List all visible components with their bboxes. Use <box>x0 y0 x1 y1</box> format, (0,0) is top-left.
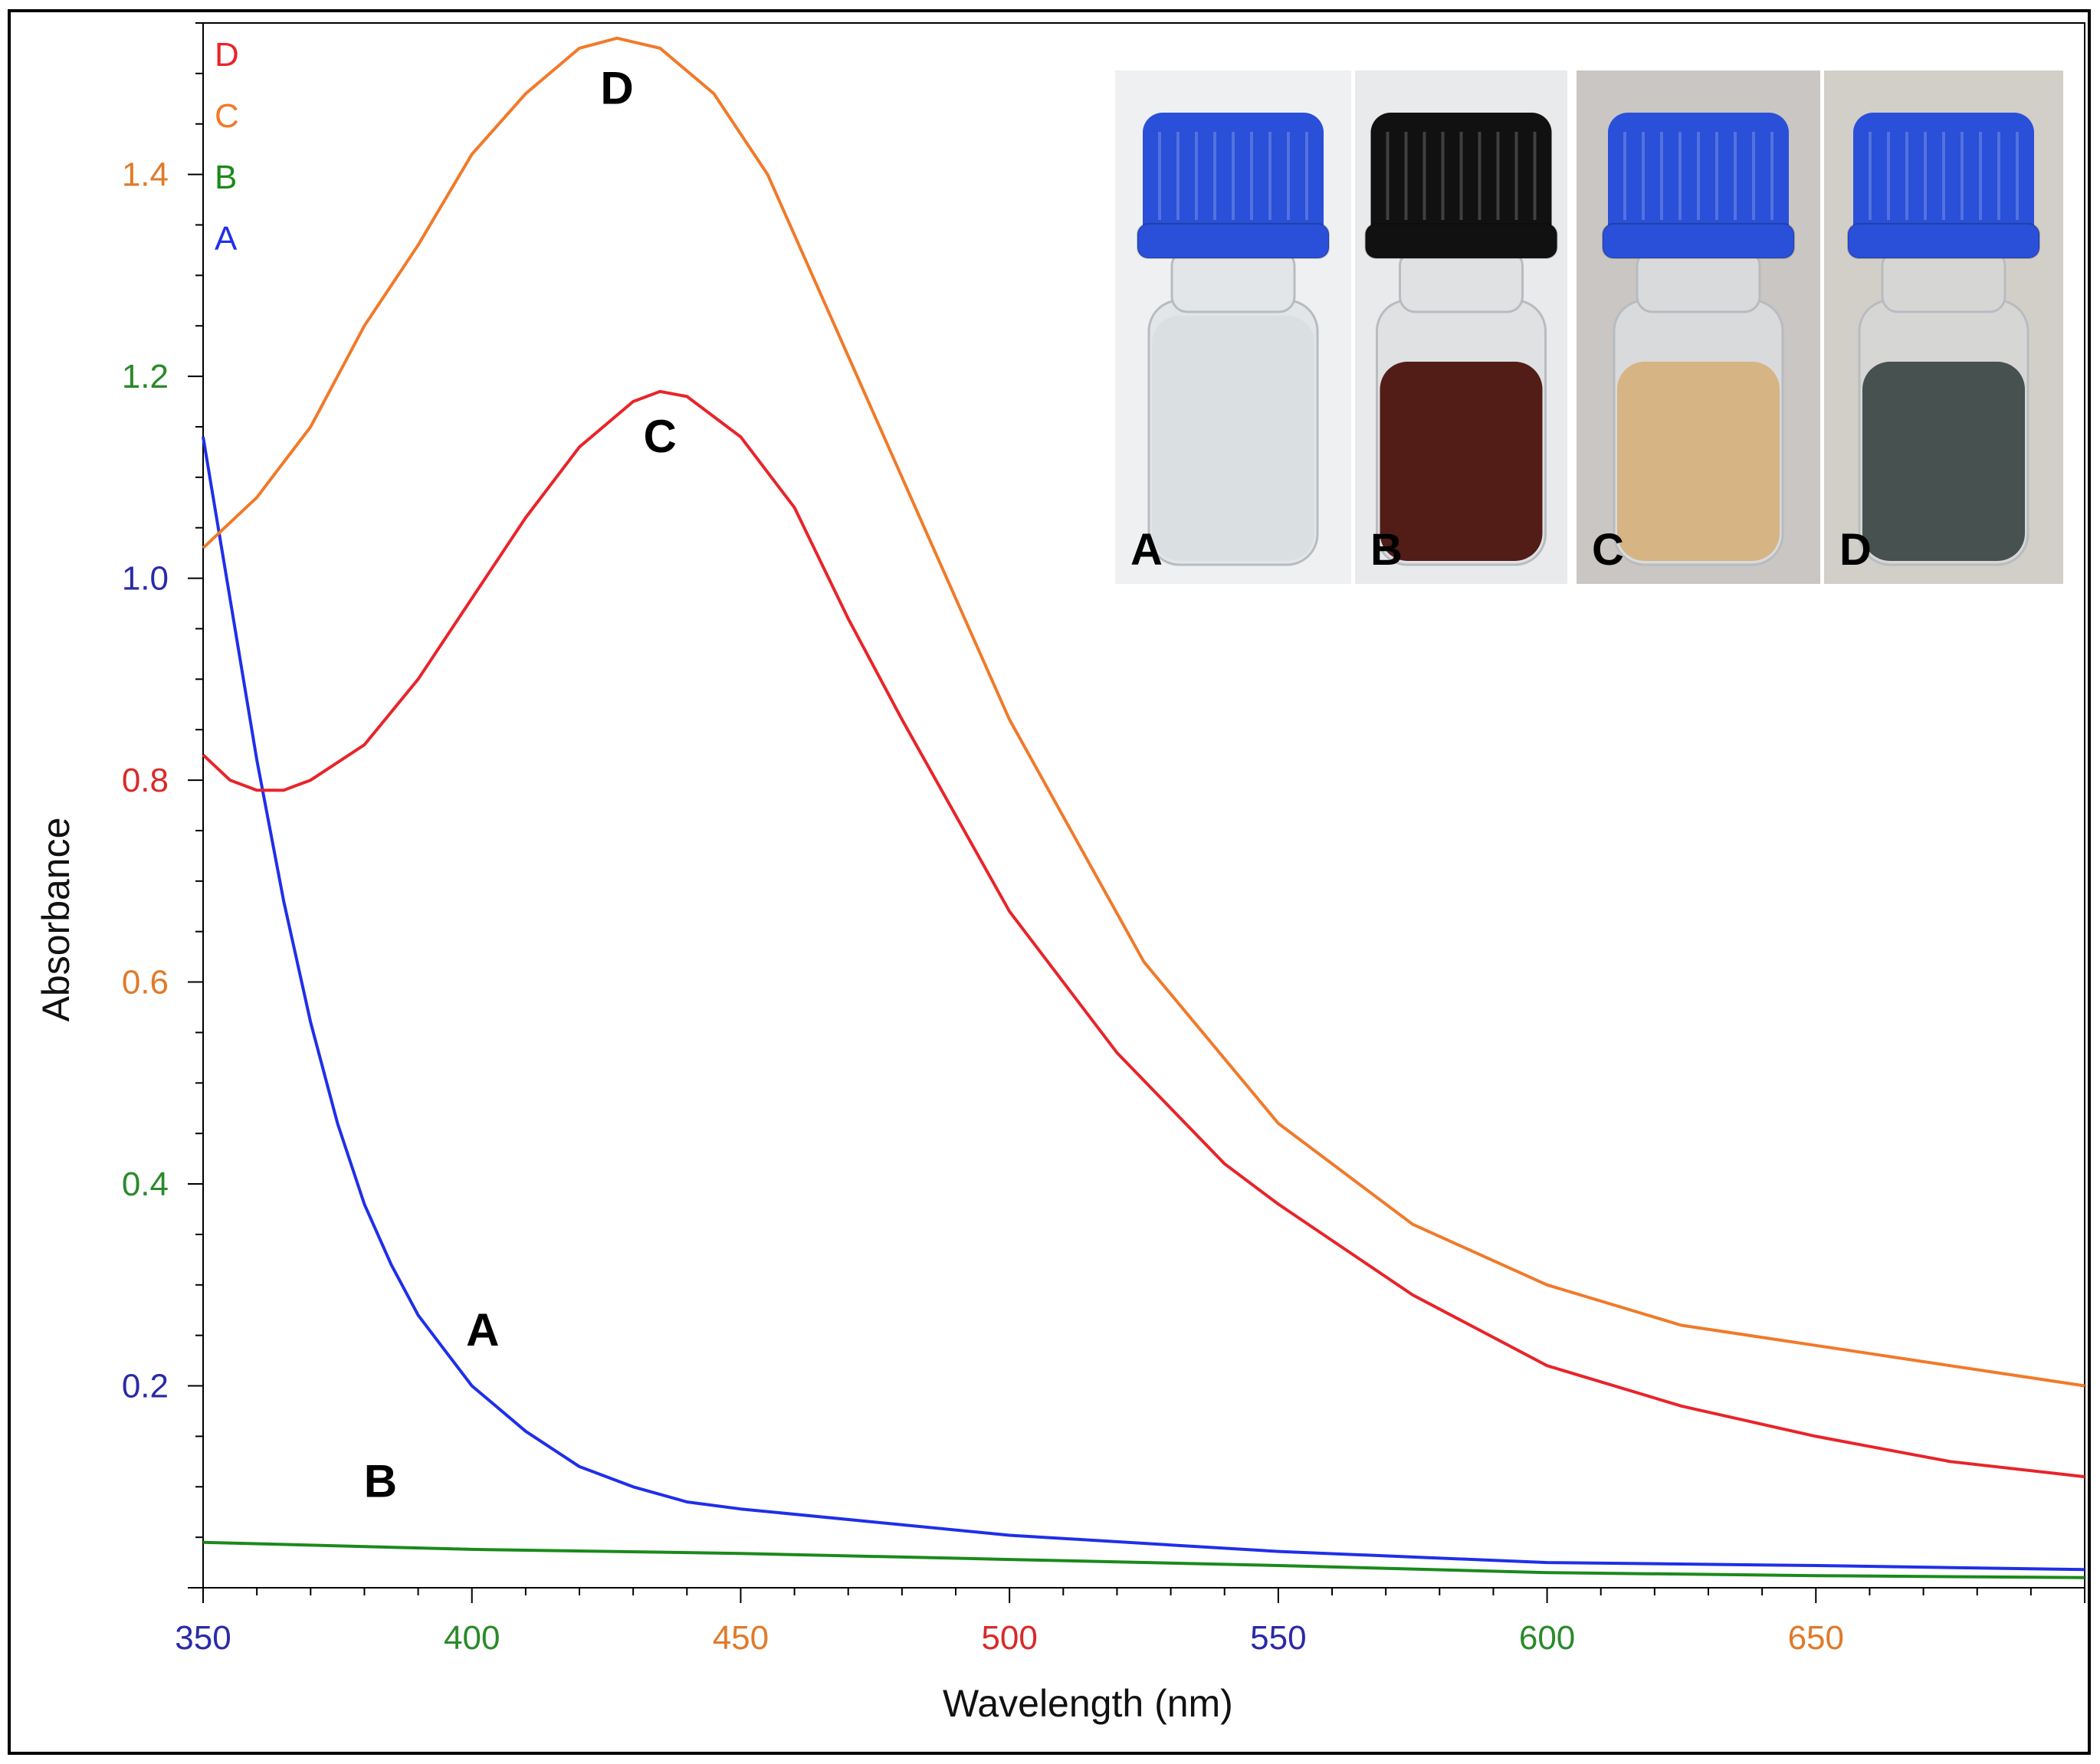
y-tick-label: 1.4 <box>122 156 169 194</box>
vial-cap-rim <box>1602 223 1795 259</box>
x-axis-title: Wavelength (nm) <box>943 1682 1233 1725</box>
figure-frame <box>8 9 2091 1755</box>
inset-panel-a: A <box>1115 70 1351 584</box>
inset-letter-b: B <box>1370 525 1403 575</box>
curve-label-a: A <box>466 1304 499 1356</box>
series-line-b <box>202 1540 2085 1579</box>
legend-entry-c: C <box>215 97 239 135</box>
axes: 350 400 450 500 550 600 650 0.2 0.4 0.6 0.8 1.0 1.2 1… <box>122 22 2085 1657</box>
y-tick-label: 1.2 <box>122 358 169 395</box>
series-line-a <box>202 436 2085 1572</box>
vial-neck <box>1881 249 2006 313</box>
vial-liquid <box>1862 362 2025 561</box>
vial-neck <box>1399 249 1524 313</box>
inset-letter-c: C <box>1592 525 1624 575</box>
curve-label-b: B <box>364 1455 397 1507</box>
x-tick-label: 450 <box>713 1619 769 1657</box>
x-tick-label: 400 <box>444 1619 500 1657</box>
vial-cap-rim <box>1847 223 2040 259</box>
x-tick-label: 600 <box>1519 1619 1575 1657</box>
legend: D C B A <box>215 36 239 257</box>
vial-cap <box>1853 113 2034 254</box>
series-lines <box>202 36 2085 1579</box>
inset-vial-photos: A B C D <box>1115 70 2063 584</box>
legend-entry-b: B <box>215 159 237 196</box>
curve-label-d: D <box>600 62 633 113</box>
inset-panel-b: B <box>1355 70 1567 584</box>
y-tick-label: 0.2 <box>122 1368 169 1405</box>
y-tick-label: 0.8 <box>122 762 169 799</box>
y-tick-label: 0.4 <box>122 1166 169 1203</box>
x-tick-label: 350 <box>175 1619 231 1657</box>
y-tick-label: 0.6 <box>122 964 169 1002</box>
inset-letter-a: A <box>1130 525 1163 575</box>
curve-annotations: D C A B <box>364 62 677 1507</box>
vial-cap-rim <box>1364 223 1558 259</box>
legend-entry-d: D <box>215 36 239 74</box>
x-tick-label: 550 <box>1250 1619 1306 1657</box>
vial-liquid <box>1152 316 1314 561</box>
legend-entry-a: A <box>215 220 238 257</box>
series-line-c <box>202 389 2085 1479</box>
plot-frame <box>202 22 2085 1589</box>
vial-cap <box>1370 113 1552 254</box>
x-tick-label: 650 <box>1788 1619 1844 1657</box>
vial-neck <box>1170 249 1296 313</box>
vial-cap-rim <box>1137 223 1330 259</box>
y-tick-label: 1.0 <box>122 560 169 598</box>
x-tick-label: 500 <box>981 1619 1037 1657</box>
inset-panel-c: C <box>1577 70 1820 584</box>
vial-cap <box>1143 113 1324 254</box>
curve-label-c: C <box>644 411 677 462</box>
vial-liquid <box>1617 362 1780 561</box>
inset-panel-d: D <box>1824 70 2063 584</box>
vial-cap <box>1608 113 1789 254</box>
series-line-d <box>202 36 2085 1388</box>
vial-neck <box>1636 249 1761 313</box>
y-axis-title: Absorbance <box>34 818 77 1022</box>
vial-liquid <box>1380 362 1543 561</box>
inset-letter-d: D <box>1839 525 1872 575</box>
